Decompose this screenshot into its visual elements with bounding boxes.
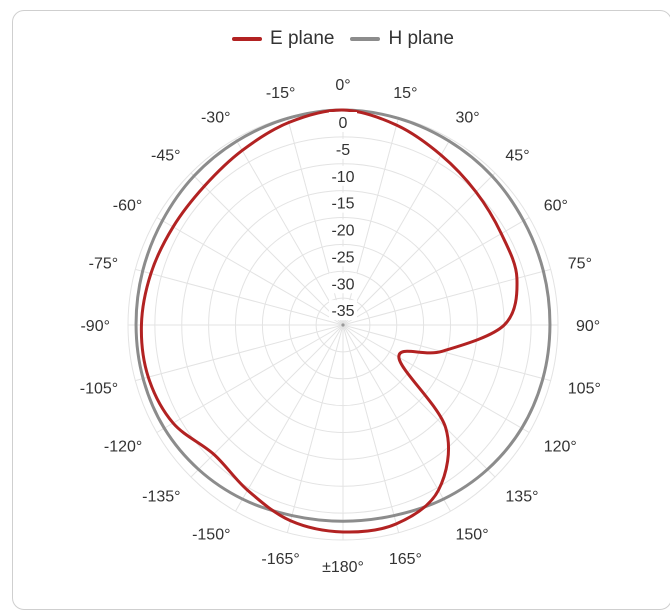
grid-spoke [342,324,451,512]
radial-tick-bg [329,138,357,159]
legend-swatch-h-plane [350,37,381,41]
angular-tick-label: -120° [104,439,142,456]
angular-tick-label: 15° [393,85,417,102]
angular-tick-label: -150° [192,527,230,544]
radial-tick-bg [329,112,357,132]
angular-tick-label: -90° [80,318,110,335]
angular-tick-label: 60° [544,198,568,215]
grid-spoke [135,268,344,326]
grid-spoke [235,324,344,512]
angular-tick-label: -75° [89,256,119,273]
radial-tick-label: -5 [336,142,350,159]
radial-tick-label: -30 [331,276,354,293]
polar-chart: 0 -5 -10 -15 -20 -25 -30 -35 0° 15° 30° 45° 60° 75° 9… [80,77,601,576]
angular-tick-label: 150° [456,527,489,544]
series-layer [134,108,552,534]
radial-tick-label: -10 [331,169,354,186]
grid-spoke [342,324,530,433]
angular-tick-label: 105° [568,380,601,397]
radial-tick-bg [329,219,357,240]
radial-tick-label: -20 [331,223,354,240]
grid-spoke [342,217,530,326]
angular-tick-label: 0° [335,77,350,94]
series-e-plane-line [139,108,519,534]
angular-tick-label: 45° [505,148,529,165]
grid-spoke [235,138,344,326]
radial-tick-label: -15 [331,196,354,213]
grid-spoke [190,172,344,326]
grid-spoke [342,138,451,326]
radial-tick-bg [329,246,357,267]
angular-tick-label: -30° [201,109,231,126]
grid-spoke [342,324,400,533]
center-dot [341,323,345,327]
legend: E plane H plane [0,27,670,51]
grid-spoke [156,324,344,433]
radial-tick-label: -35 [331,303,354,320]
radial-tick-label: 0 [339,115,348,132]
angular-tick-label: -15° [266,85,296,102]
angular-tick-label: -135° [142,488,180,505]
angular-tick-label: 165° [389,551,422,568]
angular-tick-labels: 0° 15° 30° 45° 60° 75° 90° 105° 120° 135° 150° 165°… [80,77,601,576]
legend-item-h-plane[interactable]: H plane [350,28,454,50]
grid-spoke [190,324,344,478]
grid-spoke [156,217,344,326]
grid-spoke [286,324,344,533]
legend-item-e-plane[interactable]: E plane [232,28,334,50]
radial-tick-bg [329,273,357,294]
angular-tick-label: 135° [505,488,538,505]
angular-tick-label: ±180° [322,559,364,576]
radial-tick-bg [329,192,357,213]
angular-tick-label: 120° [544,439,577,456]
radial-tick-label: -25 [331,249,354,266]
series-h-plane-line [134,108,552,523]
angular-tick-label: -165° [261,551,299,568]
angular-tick-label: 75° [568,256,592,273]
angular-tick-label: 30° [456,109,480,126]
angular-tick-label: 90° [576,318,600,335]
grid-spoke [342,268,551,326]
legend-label-e-plane: E plane [270,28,335,49]
grid-spoke [342,324,496,478]
grid-spoke [135,324,344,382]
radial-tick-bg [329,165,357,186]
angular-tick-label: -45° [151,148,181,165]
angular-tick-label: -105° [80,380,118,397]
grid-spoke [342,324,551,382]
grid-spoke [342,172,496,326]
angular-tick-label: -60° [113,198,143,215]
radial-tick-bg [329,300,357,321]
radial-tick-labels: 0 -5 -10 -15 -20 -25 -30 -35 [329,112,357,321]
legend-swatch-e-plane [232,37,263,41]
legend-label-h-plane: H plane [388,28,454,49]
